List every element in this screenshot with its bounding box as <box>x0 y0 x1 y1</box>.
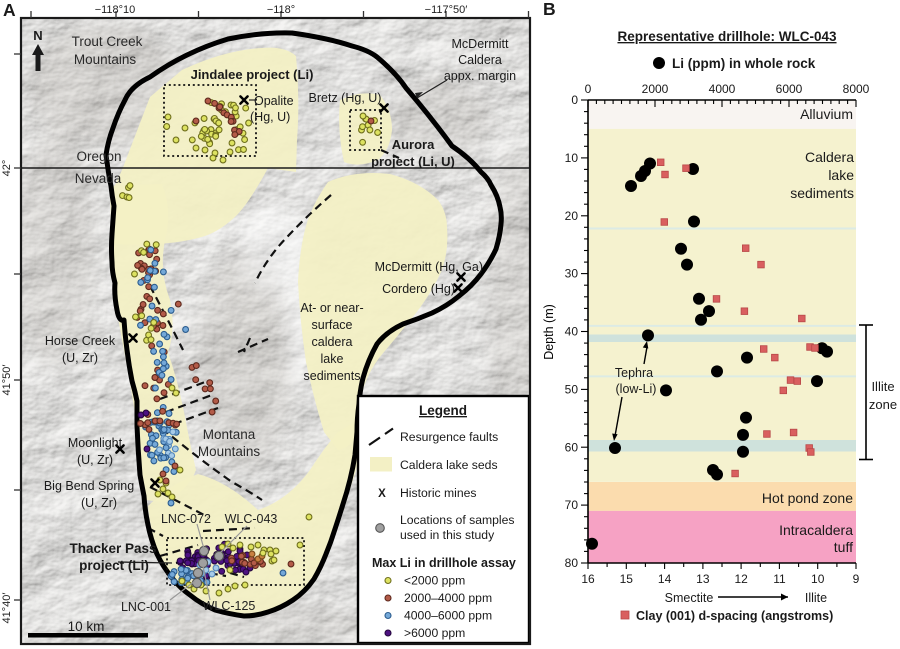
svg-text:Depth (m): Depth (m) <box>542 304 556 360</box>
svg-text:McDermitt: McDermitt <box>452 37 509 51</box>
svg-text:20: 20 <box>565 209 579 223</box>
svg-text:0: 0 <box>585 82 592 96</box>
svg-text:Opalite: Opalite <box>254 94 294 108</box>
svg-text:tuff: tuff <box>834 539 853 555</box>
svg-text:X: X <box>378 488 386 500</box>
svg-text:Caldera: Caldera <box>458 53 502 67</box>
svg-text:WLC-043: WLC-043 <box>225 512 278 526</box>
svg-text:15: 15 <box>620 572 634 586</box>
svg-text:project (Li, U): project (Li, U) <box>371 154 455 169</box>
svg-text:LNC-001: LNC-001 <box>121 600 171 614</box>
svg-text:used in this study: used in this study <box>400 528 495 542</box>
svg-text:Historic mines: Historic mines <box>400 486 477 500</box>
svg-text:lake: lake <box>828 167 854 183</box>
svg-text:10: 10 <box>811 572 825 586</box>
svg-text:appx. margin: appx. margin <box>444 69 516 83</box>
svg-text:Moonlight: Moonlight <box>68 436 123 450</box>
svg-text:6000: 6000 <box>776 82 803 96</box>
svg-text:Resurgence faults: Resurgence faults <box>400 430 498 444</box>
svg-text:Illite: Illite <box>871 379 894 394</box>
svg-text:(low-Li): (low-Li) <box>616 382 657 396</box>
svg-text:zone: zone <box>869 397 897 412</box>
svg-text:2000–4000 ppm: 2000–4000 ppm <box>404 591 492 605</box>
svg-text:(Hg, U): (Hg, U) <box>250 110 290 124</box>
svg-text:Big Bend Spring: Big Bend Spring <box>44 479 134 493</box>
svg-text:A: A <box>3 0 16 20</box>
svg-text:Trout Creek: Trout Creek <box>72 34 143 49</box>
svg-text:>6000 ppm: >6000 ppm <box>404 626 465 640</box>
svg-text:10 km: 10 km <box>68 619 105 634</box>
svg-text:−118°10: −118°10 <box>95 4 136 16</box>
svg-text:Li (ppm) in whole rock: Li (ppm) in whole rock <box>672 56 816 71</box>
svg-text:WLC-125: WLC-125 <box>203 599 256 613</box>
svg-text:Smectite: Smectite <box>665 591 714 605</box>
svg-text:Thacker Pass: Thacker Pass <box>69 541 156 556</box>
svg-text:70: 70 <box>565 498 579 512</box>
svg-text:40: 40 <box>565 325 579 339</box>
svg-text:42°: 42° <box>1 160 13 177</box>
svg-text:12: 12 <box>734 572 748 586</box>
svg-text:50: 50 <box>565 382 579 396</box>
svg-text:(U, Zr): (U, Zr) <box>77 453 113 467</box>
svg-text:At- or near-: At- or near- <box>300 301 363 315</box>
svg-text:9: 9 <box>853 572 860 586</box>
svg-text:Illite: Illite <box>805 591 827 605</box>
svg-text:14: 14 <box>658 572 672 586</box>
svg-text:(U, Zr): (U, Zr) <box>81 496 117 510</box>
svg-text:Legend: Legend <box>419 403 467 418</box>
svg-text:surface: surface <box>312 318 353 332</box>
svg-text:11: 11 <box>773 572 786 586</box>
svg-text:sediments: sediments <box>790 185 854 201</box>
svg-text:Mountains: Mountains <box>198 444 261 459</box>
svg-text:13: 13 <box>696 572 710 586</box>
svg-text:0: 0 <box>571 93 578 107</box>
svg-text:Clay (001) d-spacing (angstrom: Clay (001) d-spacing (angstroms) <box>636 609 833 623</box>
svg-text:60: 60 <box>565 440 579 454</box>
svg-text:Montana: Montana <box>203 427 256 442</box>
svg-text:lake: lake <box>321 352 344 366</box>
svg-text:10: 10 <box>565 151 579 165</box>
svg-text:(U, Zr): (U, Zr) <box>62 351 98 365</box>
svg-text:80: 80 <box>565 556 579 570</box>
svg-text:Alluvium: Alluvium <box>800 106 853 122</box>
svg-text:Nevada: Nevada <box>75 171 122 186</box>
svg-text:Intracaldera: Intracaldera <box>779 522 853 538</box>
svg-text:41°50′: 41°50′ <box>1 365 13 396</box>
svg-text:Cordero (Hg): Cordero (Hg) <box>382 282 455 296</box>
svg-text:4000–6000 ppm: 4000–6000 ppm <box>404 609 492 623</box>
svg-text:Bretz (Hg, U): Bretz (Hg, U) <box>309 91 382 105</box>
svg-text:Tephra: Tephra <box>615 366 653 380</box>
svg-text:LNC-072: LNC-072 <box>161 512 211 526</box>
svg-text:41°40′: 41°40′ <box>1 593 13 624</box>
svg-text:Jindalee project (Li): Jindalee project (Li) <box>191 67 314 82</box>
svg-text:30: 30 <box>565 267 579 281</box>
svg-text:Aurora: Aurora <box>392 137 435 152</box>
svg-text:McDermitt (Hg, Ga): McDermitt (Hg, Ga) <box>375 260 483 274</box>
svg-text:4000: 4000 <box>709 82 736 96</box>
svg-text:Oregon: Oregon <box>76 149 121 164</box>
svg-text:Hot pond zone: Hot pond zone <box>762 490 853 506</box>
svg-text:−117°50′: −117°50′ <box>425 4 468 16</box>
svg-text:Max Li in drillhole assay: Max Li in drillhole assay <box>372 556 516 570</box>
svg-text:Mountains: Mountains <box>74 52 137 67</box>
svg-text:2000: 2000 <box>642 82 669 96</box>
svg-text:16: 16 <box>581 572 595 586</box>
svg-text:project (Li): project (Li) <box>79 558 149 573</box>
svg-text:N: N <box>33 28 42 43</box>
svg-text:B: B <box>543 0 556 19</box>
svg-text:Caldera: Caldera <box>805 149 854 165</box>
svg-text:caldera: caldera <box>312 335 353 349</box>
svg-text:sediments: sediments <box>304 369 361 383</box>
svg-text:Horse Creek: Horse Creek <box>45 334 116 348</box>
svg-text:<2000 ppm: <2000 ppm <box>404 574 465 588</box>
svg-text:Representative drillhole: WLC-: Representative drillhole: WLC-043 <box>617 29 837 44</box>
svg-text:8000: 8000 <box>843 82 870 96</box>
svg-text:Locations of samples: Locations of samples <box>400 513 515 527</box>
svg-text:−118°: −118° <box>267 4 295 16</box>
svg-text:Caldera lake seds: Caldera lake seds <box>400 458 498 472</box>
